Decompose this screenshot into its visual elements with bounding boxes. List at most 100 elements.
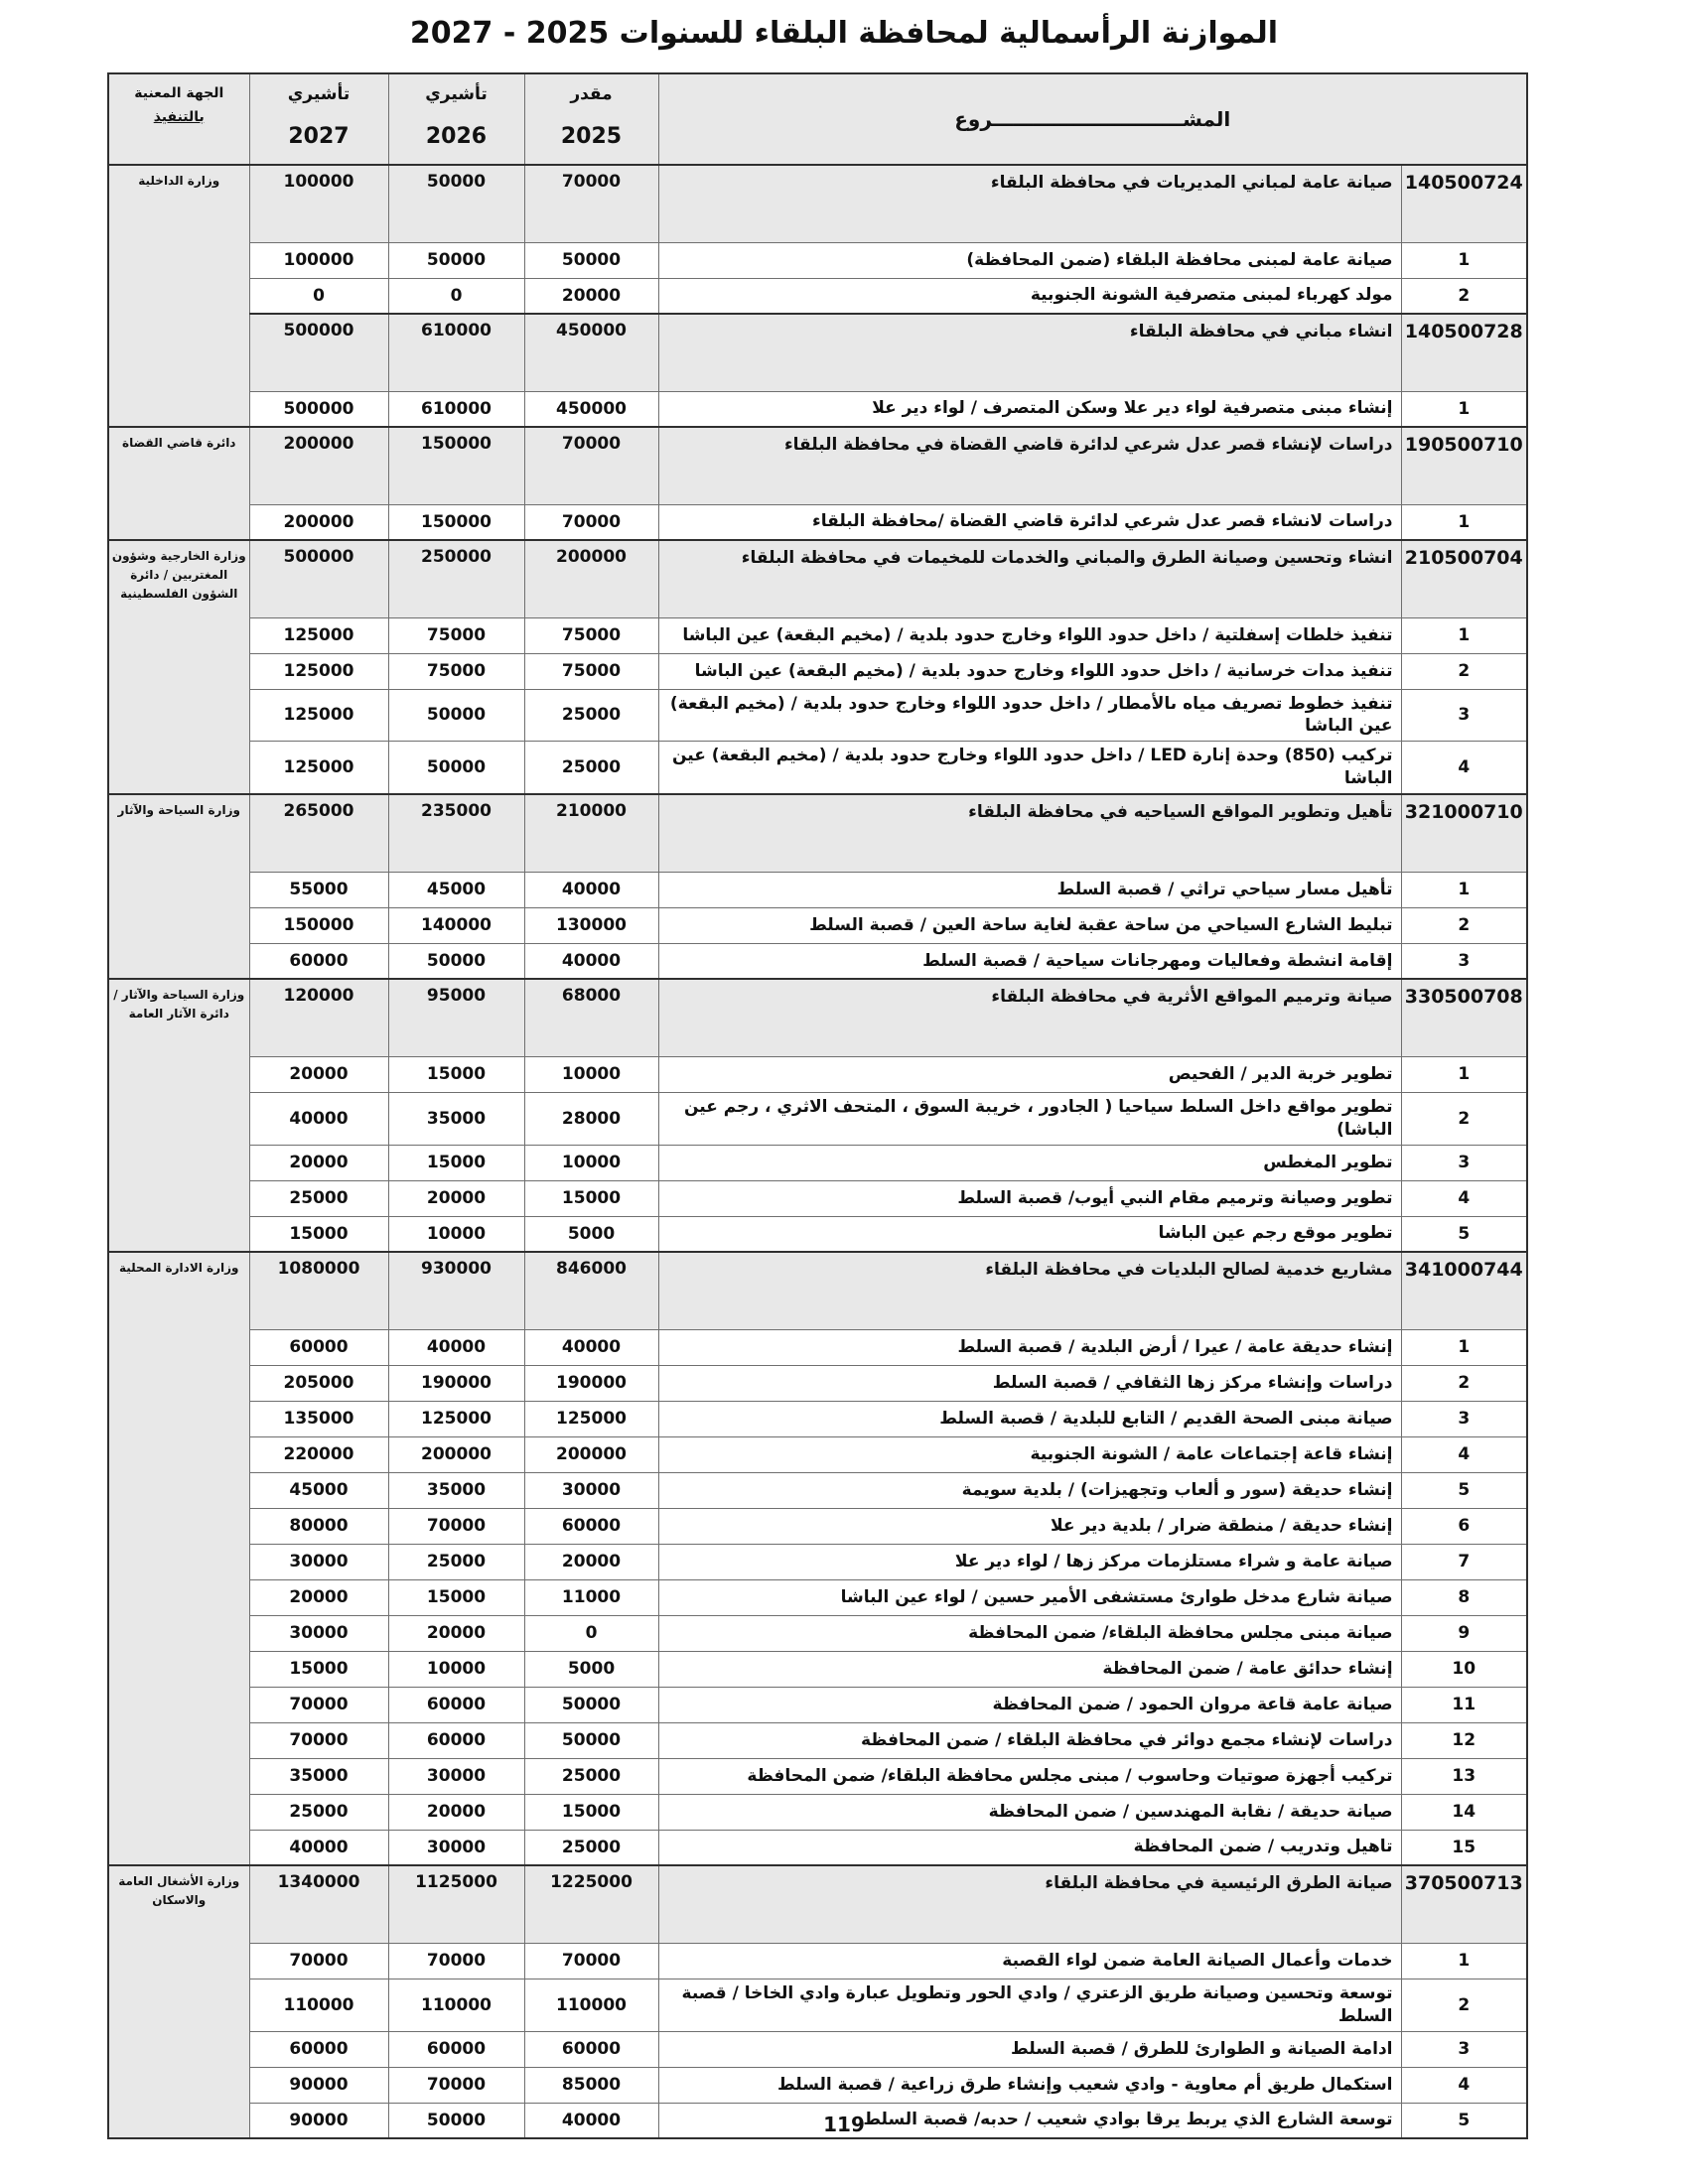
project-desc-cell: تطوير خربة الدير / الفحيص [657,1055,1402,1093]
table-row: 5 تطوير موقع رجم عين الباشا 5000 10000 15000 [108,1215,1528,1253]
value-2025-cell: 5000 [523,1215,659,1253]
project-desc-cell: صيانة الطرق الرئيسية في محافظة البلقاء [657,1864,1402,1944]
value-2025-cell: 30000 [523,1471,659,1509]
project-code-cell: 140500724 [1400,164,1528,243]
value-2026-cell: 50000 [387,241,525,279]
project-code-cell: 13 [1400,1757,1528,1795]
value-2025-cell: 846000 [523,1251,659,1330]
value-2027-cell: 20000 [248,1144,389,1181]
project-code-cell: 3 [1400,942,1528,980]
value-2027-cell: 30000 [248,1614,389,1652]
project-code-cell: 8 [1400,1578,1528,1616]
value-2025-cell: 85000 [523,2066,659,2104]
value-2027-cell: 40000 [248,1829,389,1866]
project-code-cell: 10 [1400,1650,1528,1688]
value-2026-cell: 15000 [387,1578,525,1616]
project-code-cell: 9 [1400,1614,1528,1652]
value-2027-cell: 150000 [248,906,389,944]
value-2025-cell: 15000 [523,1179,659,1217]
project-desc-cell: مولد كهرباء لمبنى متصرفية الشونة الجنوبي… [657,277,1402,315]
table-row: 10 إنشاء حدائق عامة / ضمن المحافظة 5000 100… [108,1650,1528,1688]
project-code-cell: 341000744 [1400,1251,1528,1330]
section-row: 370500713 صيانة الطرق الرئيسية في محافظة … [107,1864,1528,2139]
table-row: 2 مولد كهرباء لمبنى متصرفية الشونة الجنوب… [108,277,1528,315]
project-desc-cell: تطوير مواقع داخل السلط سياحيا ( الجادور … [657,1091,1402,1146]
value-2027-cell: 40000 [248,1091,389,1146]
indicative-label-2026: تأشيري [425,84,488,104]
value-2026-cell: 50000 [387,741,525,795]
value-2027-cell: 25000 [248,1179,389,1217]
project-desc-cell: تطوير موقع رجم عين الباشا [657,1215,1402,1253]
value-2027-cell: 20000 [248,1055,389,1093]
value-2027-cell: 125000 [248,616,389,654]
project-code-cell: 2 [1400,277,1528,315]
value-2025-cell: 40000 [523,1328,659,1366]
value-2027-cell: 500000 [248,390,389,428]
table-row: 2 تبليط الشارع السياحي من ساحة عقبة لغاية… [108,906,1528,944]
project-code-cell: 6 [1400,1507,1528,1545]
table-row: 3 تنفيذ خطوط تصريف مياه ىالأمطار / داخل ح… [108,688,1528,743]
project-code-cell: 15 [1400,1829,1528,1866]
value-2026-cell: 50000 [387,688,525,743]
value-2027-cell: 120000 [248,978,389,1057]
estimated-label: مقدر [570,84,613,104]
project-code-cell: 370500713 [1400,1864,1528,1944]
value-2027-cell: 55000 [248,871,389,908]
project-desc-cell: تطوير وصيانة وترميم مقام النبي أيوب/ قصب… [657,1179,1402,1217]
value-2027-cell: 100000 [248,164,389,243]
value-2027-cell: 100000 [248,241,389,279]
project-desc-cell: إقامة انشطة وفعاليات ومهرجانات سياحية / … [657,942,1402,980]
value-2027-cell: 25000 [248,1793,389,1831]
value-2025-cell: 40000 [523,942,659,980]
project-desc-cell: ادامة الصيانة و الطوارئ للطرق / قصبة الس… [657,2030,1402,2068]
project-desc-cell: صيانة مبنى الصحة القديم / التابع للبلدية… [657,1400,1402,1437]
value-2025-cell: 110000 [523,1978,659,2032]
value-2026-cell: 35000 [387,1471,525,1509]
project-desc-cell: تاهيل وتدريب / ضمن المحافظة [657,1829,1402,1866]
project-code-cell: 190500710 [1400,426,1528,505]
project-desc-cell: توسعة وتحسين وصيانة طريق الزعتري / وادي … [657,1978,1402,2032]
value-2026-cell: 20000 [387,1793,525,1831]
entity-header-line2: بالتنفيذ [153,108,205,125]
implementing-entity-cell: دائرة قاضي القضاة [107,426,250,541]
value-2026-cell: 75000 [387,652,525,690]
project-code-cell: 3 [1400,1400,1528,1437]
value-2025-cell: 450000 [523,313,659,392]
project-code-cell: 1 [1400,1942,1528,1979]
value-2027-cell: 500000 [248,539,389,618]
project-code-cell: 2 [1400,906,1528,944]
project-desc-cell: انشاء مباني في محافظة البلقاء [657,313,1402,392]
value-2026-cell: 200000 [387,1435,525,1473]
project-desc-cell: تطوير المغطس [657,1144,1402,1181]
entity-column-header: الجهة المعنية بالتنفيذ [107,72,250,166]
value-2027-cell: 80000 [248,1507,389,1545]
project-desc-cell: صيانة عامة و شراء مستلزمات مركز زها / لو… [657,1543,1402,1580]
project-code-cell: 3 [1400,2030,1528,2068]
value-2026-cell: 75000 [387,616,525,654]
section-row: 190500710 دراسات لإنشاء قصر عدل شرعي لدائ… [107,426,1528,541]
project-desc-cell: صيانة شارع مدخل طوارئ مستشفى الأمير حسين… [657,1578,1402,1616]
table-row: 1 خدمات وأعمال الصيانة العامة ضمن لواء ال… [108,1942,1528,1979]
value-2026-cell: 45000 [387,871,525,908]
project-desc-cell: توسعة الشارع الذي يربط يرقا بوادي شعيب /… [657,2102,1402,2139]
project-desc-cell: تنفيذ خلطات إسفلتية / داخل حدود اللواء و… [657,616,1402,654]
value-2025-cell: 450000 [523,390,659,428]
column-header-2026: تأشيري 2026 [387,72,525,166]
value-2025-cell: 25000 [523,1829,659,1866]
value-2026-cell: 60000 [387,1686,525,1723]
project-code-cell: 5 [1400,1215,1528,1253]
value-2025-cell: 70000 [523,164,659,243]
project-desc-cell: دراسات لانشاء قصر عدل شرعي لدائرة قاضي ا… [657,503,1402,541]
table-row: 2 دراسات وإنشاء مركز زها الثقافي / قصبة ا… [108,1364,1528,1402]
value-2025-cell: 70000 [523,1942,659,1979]
value-2025-cell: 25000 [523,688,659,743]
project-code-cell: 1 [1400,871,1528,908]
project-desc-cell: إنشاء قاعة إجتماعات عامة / الشونة الجنوب… [657,1435,1402,1473]
table-row: 4 تطوير وصيانة وترميم مقام النبي أيوب/ قص… [108,1179,1528,1217]
value-2027-cell: 70000 [248,1721,389,1759]
table-row: 1 إنشاء حديقة عامة / عيرا / أرض البلدية /… [108,1328,1528,1366]
page-number: 119 [823,2113,865,2136]
table-body: 140500724 صيانة عامة لمباني المديريات في … [107,164,1528,2139]
table-row: 1 تأهيل مسار سياحي تراثي / قصبة السلط 4000… [108,871,1528,908]
value-2025-cell: 75000 [523,652,659,690]
